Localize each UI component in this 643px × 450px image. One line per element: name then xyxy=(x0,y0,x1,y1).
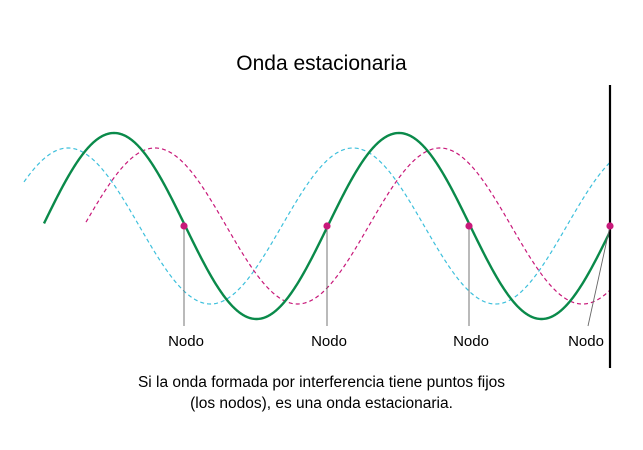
figure-caption: Si la onda formada por interferencia tie… xyxy=(0,372,643,414)
incident-wave-a xyxy=(23,147,611,305)
node-point xyxy=(180,222,188,230)
node-label: Nodo xyxy=(311,333,347,350)
node-markers: Nodo Nodo Nodo Nodo xyxy=(168,222,614,350)
node-point xyxy=(323,222,331,230)
node-leader-line xyxy=(587,225,611,327)
node-label: Nodo xyxy=(568,333,604,350)
node-label: Nodo xyxy=(168,333,204,350)
node-point xyxy=(465,222,473,230)
caption-line-2: (los nodos), es una onda estacionaria. xyxy=(190,395,453,412)
caption-line-1: Si la onda formada por interferencia tie… xyxy=(137,374,506,391)
figure-title: Onda estacionaria xyxy=(236,52,407,75)
node-label: Nodo xyxy=(453,333,489,350)
incident-wave-b xyxy=(85,147,611,305)
node-point xyxy=(606,222,614,230)
